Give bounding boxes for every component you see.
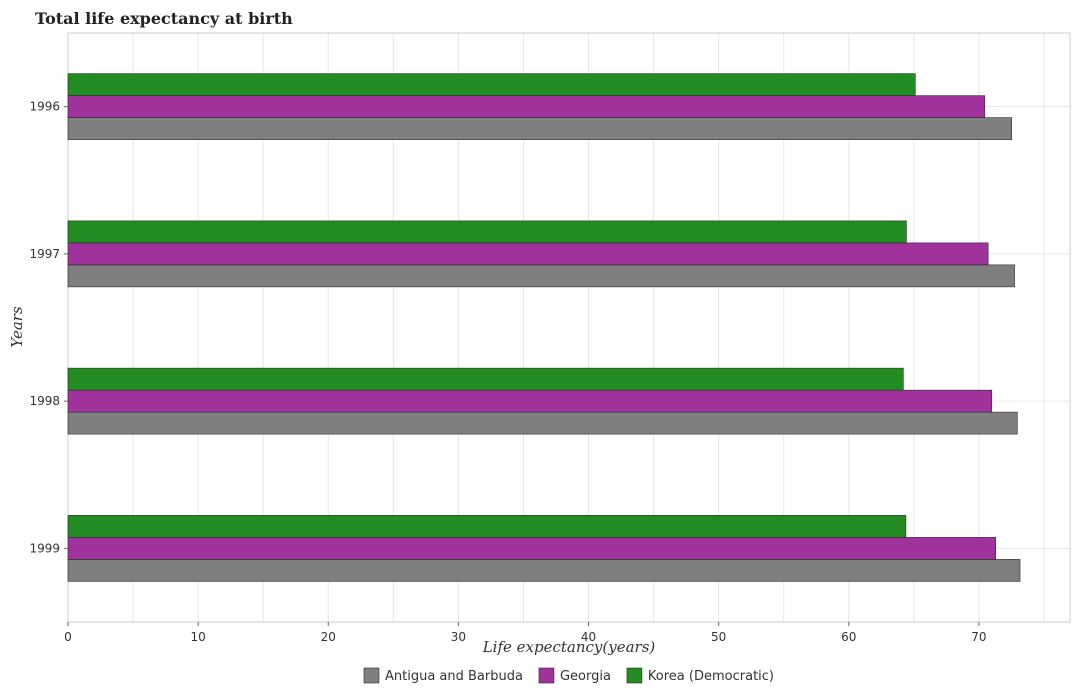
x-tick-label: 40 <box>581 630 596 644</box>
x-axis-label: Life expectancy(years) <box>482 638 656 656</box>
bar-georgia-1996 <box>67 95 986 118</box>
legend-swatch <box>626 667 643 684</box>
x-tick-label: 50 <box>711 630 726 644</box>
legend-swatch <box>538 667 555 684</box>
legend: Antigua and Barbuda Georgia Korea (Democra… <box>363 667 774 684</box>
bar-georgia-1998 <box>67 389 993 413</box>
x-tick-label: 20 <box>321 630 336 644</box>
legend-label: Georgia <box>560 669 611 684</box>
x-tick-label: 60 <box>841 630 856 644</box>
x-tick-label: 0 <box>64 630 72 644</box>
x-axis-ticks: 0 10 20 30 40 50 60 70 <box>64 622 987 644</box>
legend-label: Antigua and Barbuda <box>385 669 523 684</box>
x-tick-label: 30 <box>451 630 466 644</box>
legend-label: Korea (Democratic) <box>648 669 774 684</box>
y-tick-label: 1998 <box>29 394 60 408</box>
bar-georgia-1997 <box>67 242 989 266</box>
y-axis-label: Years <box>8 306 26 348</box>
y-tick-label: 1997 <box>29 247 60 261</box>
bar-korea-democratic--1996 <box>67 73 916 96</box>
x-tick-label: 10 <box>190 630 205 644</box>
bar-antigua-and-barbuda-1998 <box>67 411 1018 435</box>
bar-korea-democratic--1999 <box>67 515 907 538</box>
legend-swatch <box>363 667 380 684</box>
bar-antigua-and-barbuda-1997 <box>67 264 1015 288</box>
bar-antigua-and-barbuda-1996 <box>67 117 1013 140</box>
bar-korea-democratic--1998 <box>67 367 904 391</box>
y-tick-label: 1999 <box>29 541 60 555</box>
x-tick-label: 70 <box>971 630 986 644</box>
plot-frame <box>67 32 1071 623</box>
bars <box>67 73 1021 582</box>
bar-antigua-and-barbuda-1999 <box>67 559 1021 582</box>
bar-korea-democratic--1997 <box>67 220 907 244</box>
chart-title: Total life expectancy at birth <box>35 9 293 28</box>
y-tick-label: 1996 <box>29 100 60 114</box>
y-axis-ticks: 1996 1997 1998 1999 <box>29 100 68 555</box>
bar-georgia-1999 <box>67 537 996 560</box>
